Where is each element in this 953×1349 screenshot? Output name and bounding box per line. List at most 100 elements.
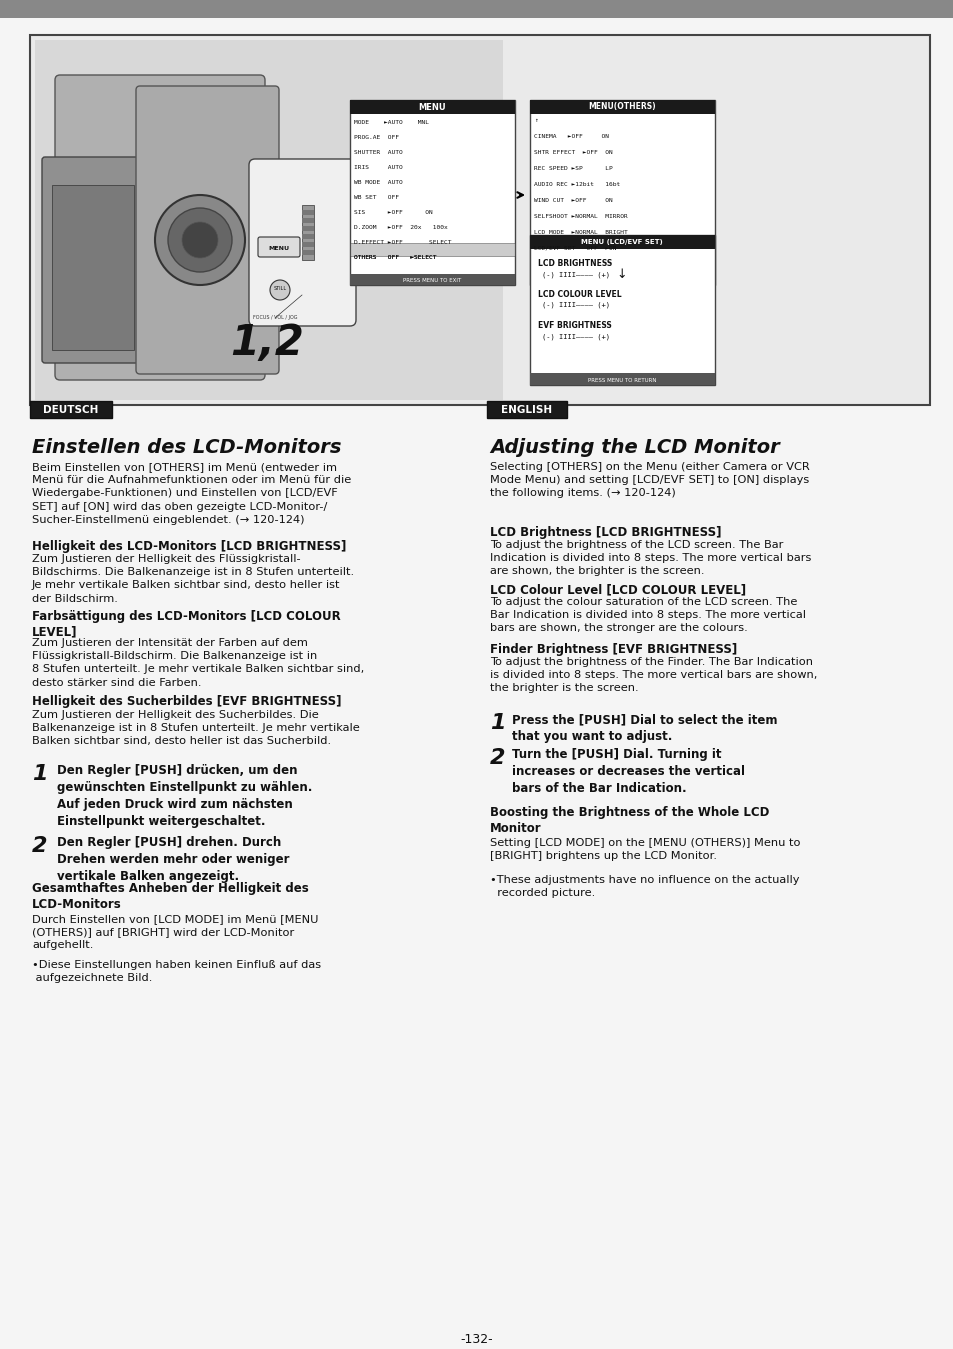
Text: REC SPEED ►SP      LP: REC SPEED ►SP LP (534, 166, 612, 171)
Text: MENU (LCD/EVF SET): MENU (LCD/EVF SET) (580, 239, 662, 246)
Text: D.ZOOM   ►OFF  20x   100x: D.ZOOM ►OFF 20x 100x (354, 225, 447, 229)
Text: Einstellen des LCD-Monitors: Einstellen des LCD-Monitors (32, 438, 341, 457)
Text: MODE    ►AUTO    MNL: MODE ►AUTO MNL (354, 120, 429, 125)
Text: Den Regler [PUSH] drehen. Durch
Drehen werden mehr oder weniger
vertikale Balken: Den Regler [PUSH] drehen. Durch Drehen w… (57, 836, 289, 884)
Text: WB MODE  AUTO: WB MODE AUTO (354, 179, 402, 185)
Bar (530, 100, 714, 115)
Bar (350, 100, 515, 285)
Text: Adjusting the LCD Monitor: Adjusting the LCD Monitor (490, 438, 779, 457)
Bar (350, 100, 515, 115)
Text: PROG.AE  OFF: PROG.AE OFF (354, 135, 398, 140)
Text: Beim Einstellen von [OTHERS] im Menü (entweder im
Menü für die Aufnahmefunktione: Beim Einstellen von [OTHERS] im Menü (en… (32, 461, 351, 525)
Text: To adjust the brightness of the LCD screen. The Bar
Indication is divided into 8: To adjust the brightness of the LCD scre… (490, 540, 810, 576)
Text: ↓: ↓ (616, 268, 626, 281)
Bar (302, 250, 314, 255)
Bar (30, 401, 112, 418)
Text: Selecting [OTHERS] on the Menu (either Camera or VCR
Mode Menu) and setting [LCD: Selecting [OTHERS] on the Menu (either C… (490, 461, 809, 498)
Text: 1: 1 (32, 764, 48, 784)
Circle shape (154, 196, 245, 285)
Text: 1: 1 (490, 714, 505, 733)
Text: MENU: MENU (268, 246, 290, 251)
Text: WIND CUT  ►OFF     ON: WIND CUT ►OFF ON (534, 198, 612, 202)
Text: SIS      ►OFF      ON: SIS ►OFF ON (354, 210, 433, 214)
Bar (302, 233, 314, 239)
Bar (302, 210, 314, 214)
Text: LCD Brightness [LCD BRIGHTNESS]: LCD Brightness [LCD BRIGHTNESS] (490, 526, 720, 540)
Bar (302, 219, 314, 223)
FancyBboxPatch shape (42, 156, 143, 363)
Text: SHUTTER  AUTO: SHUTTER AUTO (354, 150, 402, 155)
Bar (486, 401, 566, 418)
Text: IRIS     AUTO: IRIS AUTO (354, 165, 402, 170)
Bar (30, 35, 929, 405)
Circle shape (270, 281, 290, 299)
Text: Finder Brightness [EVF BRIGHTNESS]: Finder Brightness [EVF BRIGHTNESS] (490, 643, 737, 656)
Text: LCD/EVF SET   OFF  ►ON: LCD/EVF SET OFF ►ON (534, 246, 616, 251)
Text: Durch Einstellen von [LCD MODE] im Menü [MENU
(OTHERS)] auf [BRIGHT] wird der LC: Durch Einstellen von [LCD MODE] im Menü … (32, 915, 318, 951)
Text: AUDIO REC ►12bit   16bt: AUDIO REC ►12bit 16bt (534, 182, 619, 188)
Text: (-) IIII———— (+): (-) IIII———— (+) (541, 333, 609, 340)
Text: 1,2: 1,2 (230, 322, 304, 364)
Circle shape (182, 223, 218, 258)
Text: PRESS MENU TO RETURN: PRESS MENU TO RETURN (587, 378, 656, 383)
Text: -132-: -132- (460, 1333, 493, 1346)
Text: Den Regler [PUSH] drücken, um den
gewünschten Einstellpunkt zu wählen.
Auf jeden: Den Regler [PUSH] drücken, um den gewüns… (57, 764, 312, 828)
FancyBboxPatch shape (55, 76, 265, 380)
Text: PRESS MENU TO RETURN: PRESS MENU TO RETURN (587, 278, 656, 282)
Bar (530, 235, 714, 250)
Text: LCD BRIGHTNESS: LCD BRIGHTNESS (537, 259, 612, 268)
Text: To adjust the brightness of the Finder. The Bar Indication
is divided into 8 ste: To adjust the brightness of the Finder. … (490, 657, 817, 693)
Circle shape (168, 208, 232, 272)
Text: Zum Justieren der Helligkeit des Sucherbildes. Die
Balkenanzeige ist in 8 Stufen: Zum Justieren der Helligkeit des Sucherb… (32, 710, 359, 746)
Text: To adjust the colour saturation of the LCD screen. The
Bar Indication is divided: To adjust the colour saturation of the L… (490, 598, 805, 634)
Text: (-) IIII———— (+): (-) IIII———— (+) (541, 302, 609, 309)
Text: DEUTSCH: DEUTSCH (43, 405, 98, 415)
Bar (530, 235, 714, 384)
Text: Setting [LCD MODE] on the [MENU (OTHERS)] Menu to
[BRIGHT] brightens up the LCD : Setting [LCD MODE] on the [MENU (OTHERS)… (490, 838, 800, 861)
Text: MENU: MENU (417, 103, 445, 112)
Text: Zum Justieren der Helligkeit des Flüssigkristall-
Bildschirms. Die Balkenanzeige: Zum Justieren der Helligkeit des Flüssig… (32, 554, 354, 603)
Text: SHTR EFFECT  ►OFF  ON: SHTR EFFECT ►OFF ON (534, 150, 612, 155)
FancyBboxPatch shape (257, 237, 299, 258)
Text: PRESS MENU TO EXIT: PRESS MENU TO EXIT (402, 278, 460, 282)
Bar (350, 243, 515, 256)
Text: Press the [PUSH] Dial to select the item
that you want to adjust.: Press the [PUSH] Dial to select the item… (512, 714, 777, 743)
Bar (0, 0, 953, 18)
Text: LCD COLOUR LEVEL: LCD COLOUR LEVEL (537, 290, 621, 299)
Bar (302, 227, 314, 231)
Text: Farbsättigung des LCD-Monitors [LCD COLOUR
LEVEL]: Farbsättigung des LCD-Monitors [LCD COLO… (32, 610, 340, 638)
Bar (530, 100, 714, 285)
FancyBboxPatch shape (249, 159, 355, 326)
Text: ↑: ↑ (534, 117, 537, 123)
Text: •These adjustments have no influence on the actually
  recorded picture.: •These adjustments have no influence on … (490, 876, 799, 898)
Text: Gesamthaftes Anheben der Helligkeit des
LCD-Monitors: Gesamthaftes Anheben der Helligkeit des … (32, 882, 309, 911)
Text: LCD MODE  ►NORMAL  BRIGHT: LCD MODE ►NORMAL BRIGHT (534, 229, 627, 235)
Text: STILL: STILL (274, 286, 286, 290)
Bar (350, 274, 515, 285)
Text: OTHERS   OFF   ►SELECT: OTHERS OFF ►SELECT (354, 255, 436, 260)
Text: Helligkeit des Sucherbildes [EVF BRIGHTNESS]: Helligkeit des Sucherbildes [EVF BRIGHTN… (32, 695, 341, 708)
Text: Zum Justieren der Intensität der Farben auf dem
Flüssigkristall-Bildschirm. Die : Zum Justieren der Intensität der Farben … (32, 638, 364, 688)
Text: WB SET   OFF: WB SET OFF (354, 196, 398, 200)
Text: LCD Colour Level [LCD COLOUR LEVEL]: LCD Colour Level [LCD COLOUR LEVEL] (490, 583, 745, 596)
Text: EVF BRIGHTNESS: EVF BRIGHTNESS (537, 321, 611, 331)
Text: Turn the [PUSH] Dial. Turning it
increases or decreases the vertical
bars of the: Turn the [PUSH] Dial. Turning it increas… (512, 747, 744, 795)
Text: Boosting the Brightness of the Whole LCD
Monitor: Boosting the Brightness of the Whole LCD… (490, 805, 768, 835)
Text: •Diese Einstellungen haben keinen Einfluß auf das
 aufgezeichnete Bild.: •Diese Einstellungen haben keinen Einflu… (32, 960, 321, 983)
Text: FOCUS / VOL / JOG: FOCUS / VOL / JOG (253, 316, 297, 320)
Text: SELFSHOOT ►NORMAL  MIRROR: SELFSHOOT ►NORMAL MIRROR (534, 214, 627, 219)
Text: D.EFFECT ►OFF       SELECT: D.EFFECT ►OFF SELECT (354, 240, 451, 246)
FancyBboxPatch shape (136, 86, 278, 374)
Bar (302, 241, 314, 247)
Bar (530, 374, 714, 384)
Bar (531, 246, 713, 259)
Bar (35, 40, 502, 401)
Text: Helligkeit des LCD-Monitors [LCD BRIGHTNESS]: Helligkeit des LCD-Monitors [LCD BRIGHTN… (32, 540, 346, 553)
Bar (52, 185, 133, 349)
Bar (530, 274, 714, 285)
Text: OTHERS   OFF   ►SELECT: OTHERS OFF ►SELECT (354, 255, 436, 260)
Text: MENU(OTHERS): MENU(OTHERS) (588, 103, 655, 112)
Text: (-) IIII———— (+): (-) IIII———— (+) (541, 271, 609, 278)
Text: CINEMA   ►OFF     ON: CINEMA ►OFF ON (534, 134, 608, 139)
Text: 2: 2 (32, 836, 48, 857)
